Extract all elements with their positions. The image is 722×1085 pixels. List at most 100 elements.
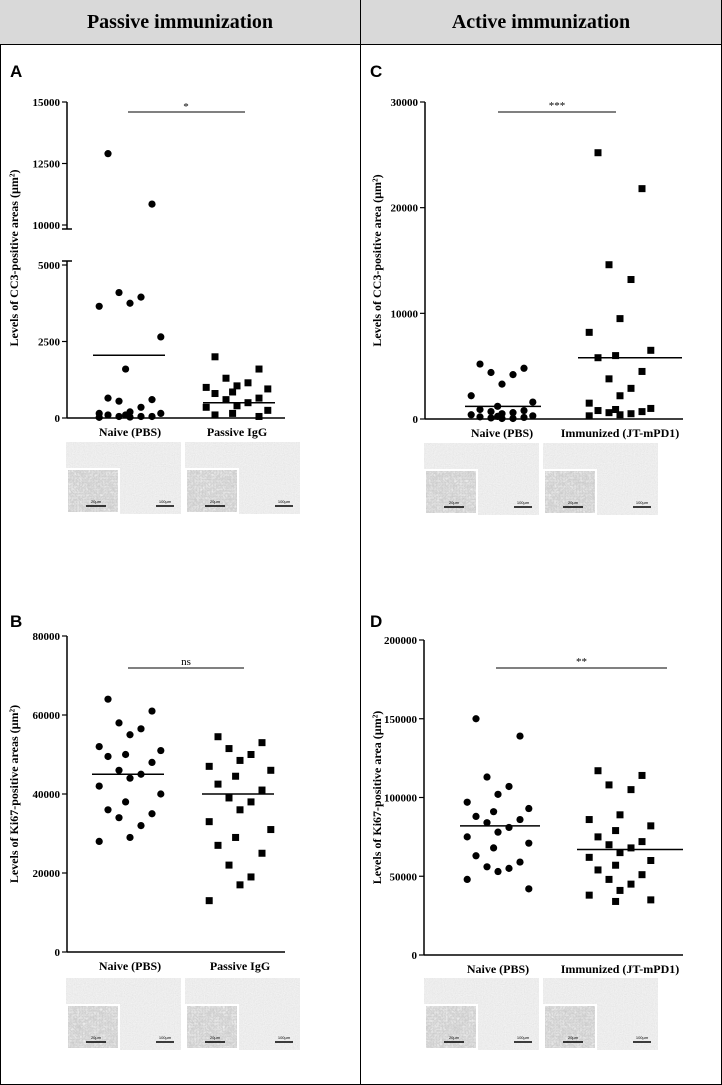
data-point-square — [585, 853, 593, 861]
data-point-circle — [516, 858, 524, 866]
data-point-circle — [525, 839, 533, 847]
data-point-circle — [126, 833, 134, 842]
data-point-circle — [505, 864, 513, 872]
data-point-square — [638, 838, 646, 846]
data-point-circle — [115, 288, 123, 297]
data-point-square — [585, 816, 593, 824]
scale-label-large: 100µm — [517, 1035, 530, 1040]
data-point-circle — [490, 808, 498, 816]
scale-label-large: 100µm — [636, 1035, 649, 1040]
data-point-circle — [115, 412, 123, 421]
data-point-circle — [95, 743, 103, 751]
data-point-square — [585, 412, 593, 420]
data-point-square — [236, 756, 244, 764]
data-point-square — [255, 394, 263, 402]
scale-label-large: 100µm — [636, 500, 649, 505]
data-point-square — [616, 849, 624, 857]
data-point-circle — [487, 408, 495, 416]
data-point-square — [214, 841, 222, 849]
y-tick-label: 150000 — [384, 714, 418, 726]
category-label: Passive IgG — [210, 959, 270, 973]
data-point-square — [214, 733, 222, 741]
data-point-circle — [104, 752, 112, 761]
y-tick-label: 2500 — [38, 337, 61, 349]
data-point-square — [225, 861, 233, 869]
series-naive — [467, 360, 537, 423]
panel-a-chart: 10000 12500 15000 0 2500 5000 Levels of CC3-po… — [7, 97, 300, 514]
data-point-square — [627, 410, 635, 418]
scale-label-large: 100µm — [159, 1035, 172, 1040]
data-point-circle — [509, 371, 517, 379]
scale-label-small: 20µm — [91, 1035, 102, 1040]
series-treated — [205, 733, 275, 905]
data-point-square — [233, 382, 241, 390]
data-point-square — [638, 408, 646, 416]
scale-label-small: 20µm — [568, 500, 579, 505]
scale-label-small: 20µm — [449, 1035, 460, 1040]
data-point-circle — [467, 392, 475, 400]
category-label: Immunized (JT-mPD1) — [561, 426, 680, 440]
data-point-square — [211, 390, 219, 398]
data-point-square — [233, 402, 241, 410]
data-point-square — [244, 379, 252, 387]
data-point-square — [605, 261, 613, 269]
y-tick-label: 80000 — [33, 631, 61, 643]
significance-label: ns — [181, 656, 191, 668]
data-point-circle — [467, 411, 475, 419]
data-point-square — [202, 383, 210, 391]
data-point-circle — [529, 398, 537, 406]
data-point-square — [222, 396, 230, 404]
data-point-circle — [137, 403, 145, 411]
data-point-square — [264, 385, 272, 393]
data-point-circle — [520, 406, 528, 415]
data-point-square — [229, 409, 237, 417]
data-point-circle — [476, 405, 484, 414]
series-passive-igg — [202, 353, 272, 420]
data-point-square — [258, 739, 266, 747]
data-point-square — [616, 315, 624, 323]
y-tick-label: 200000 — [384, 635, 418, 647]
data-point-circle — [115, 397, 123, 405]
y-tick-label: 0 — [413, 414, 419, 426]
data-point-square — [647, 857, 655, 864]
data-point-circle — [148, 707, 156, 715]
data-point-circle — [472, 715, 480, 723]
data-point-square — [232, 833, 240, 841]
data-point-square — [594, 767, 602, 775]
data-point-square — [605, 409, 613, 417]
y-tick-label: 20000 — [391, 203, 419, 215]
data-point-circle — [157, 333, 165, 341]
category-label: Naive (PBS) — [99, 425, 161, 439]
data-point-circle — [122, 798, 130, 806]
data-point-square — [605, 781, 613, 789]
data-point-square — [638, 367, 646, 375]
data-point-circle — [487, 414, 495, 422]
scale-label-large: 100µm — [159, 499, 172, 504]
data-point-circle — [95, 413, 103, 421]
data-point-square — [205, 818, 213, 826]
scale-label-small: 20µm — [449, 500, 460, 505]
data-point-square — [247, 751, 255, 758]
data-point-circle — [472, 852, 480, 860]
data-point-circle — [126, 731, 134, 739]
y-tick-label: 20000 — [33, 868, 61, 880]
category-label: Passive IgG — [207, 425, 267, 439]
data-point-circle — [505, 782, 513, 791]
micrograph-inset — [187, 470, 237, 512]
data-point-square — [225, 745, 233, 753]
data-point-circle — [148, 396, 156, 404]
data-point-square — [612, 405, 620, 413]
data-point-circle — [472, 812, 480, 821]
data-point-square — [236, 806, 244, 814]
micrograph-inset — [68, 470, 118, 512]
data-point-square — [616, 886, 624, 894]
y-tick-label: 0 — [55, 413, 61, 425]
y-tick-label: 30000 — [391, 97, 419, 109]
data-point-square — [627, 844, 635, 852]
micrograph-1: 20µm 100µm — [424, 978, 539, 1050]
micrograph-1: 20µm 100µm — [66, 978, 181, 1050]
data-point-square — [638, 771, 646, 779]
micrograph-2: 20µm 100µm — [185, 978, 300, 1050]
data-point-circle — [476, 413, 484, 421]
